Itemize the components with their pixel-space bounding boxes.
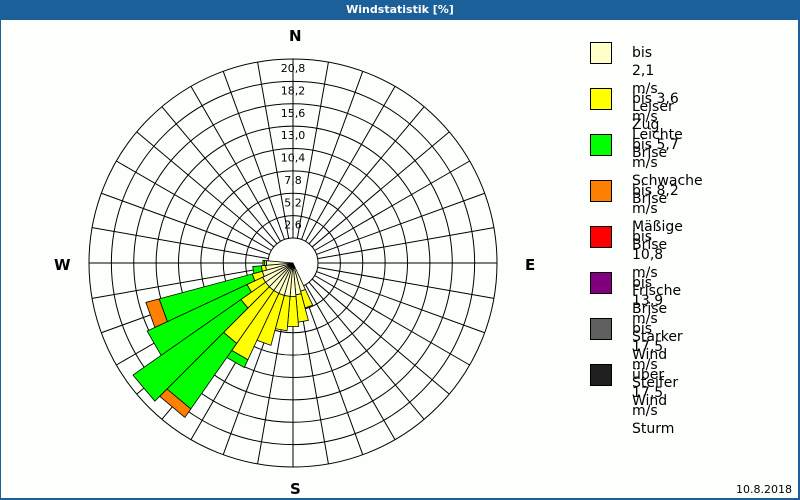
legend-swatch bbox=[590, 226, 612, 248]
compass-north: N bbox=[289, 27, 302, 45]
compass-west: W bbox=[54, 256, 71, 274]
compass-south: S bbox=[290, 480, 301, 498]
radial-tick-label: 13,0 bbox=[281, 129, 306, 142]
radial-tick-label: 2,6 bbox=[284, 219, 302, 232]
legend-range: über 17,5 m/s bbox=[632, 367, 665, 419]
legend-name: Sturm bbox=[632, 421, 675, 437]
legend-range: bis 13,9 m/s bbox=[632, 275, 664, 327]
wind-petal-segment bbox=[262, 259, 266, 267]
legend-swatch bbox=[590, 272, 612, 294]
legend-swatch bbox=[590, 180, 612, 202]
window-title: Windstatistik [%] bbox=[0, 0, 800, 20]
legend-range: bis 17,5 m/s bbox=[632, 321, 664, 373]
legend-swatch bbox=[590, 134, 612, 156]
radial-tick-label: 20,8 bbox=[281, 62, 306, 75]
legend-range: bis 8,2 m/s bbox=[632, 183, 679, 217]
legend-range: bis 2,1 m/s bbox=[632, 45, 658, 97]
legend-swatch bbox=[590, 42, 612, 64]
legend-name: Frische Brise bbox=[632, 283, 682, 317]
compass-east: E bbox=[525, 256, 536, 274]
radial-tick-label: 15,6 bbox=[281, 107, 306, 120]
legend-name: Mäßige Brise bbox=[632, 219, 683, 253]
radial-tick-label: 5,2 bbox=[284, 196, 302, 209]
wind-petal-segment bbox=[146, 283, 252, 356]
date-label: 10.8.2018 bbox=[736, 483, 792, 496]
legend-range: bis 3,6 m/s bbox=[632, 91, 679, 125]
wind-petal-segment bbox=[132, 299, 249, 402]
legend-name: Leiser Zug bbox=[632, 99, 674, 133]
radial-tick-label: 10,4 bbox=[281, 152, 306, 165]
legend-range: bis 10,8 m/s bbox=[632, 229, 664, 281]
legend-swatch bbox=[590, 318, 612, 340]
wind-petal-segment bbox=[252, 265, 263, 274]
legend-name: Steifer Wind bbox=[632, 375, 679, 409]
legend-swatch bbox=[590, 88, 612, 110]
radial-tick-label: 7,8 bbox=[284, 174, 302, 187]
legend-name: Schwache Brise bbox=[632, 173, 703, 207]
radial-tick-label: 18,2 bbox=[281, 84, 306, 97]
legend-range: bis 5,7 m/s bbox=[632, 137, 679, 171]
legend-swatch bbox=[590, 364, 612, 386]
legend-name: Starker Wind bbox=[632, 329, 683, 363]
legend-name: Leichte Brise bbox=[632, 127, 683, 161]
wind-petal-segment bbox=[145, 298, 168, 328]
